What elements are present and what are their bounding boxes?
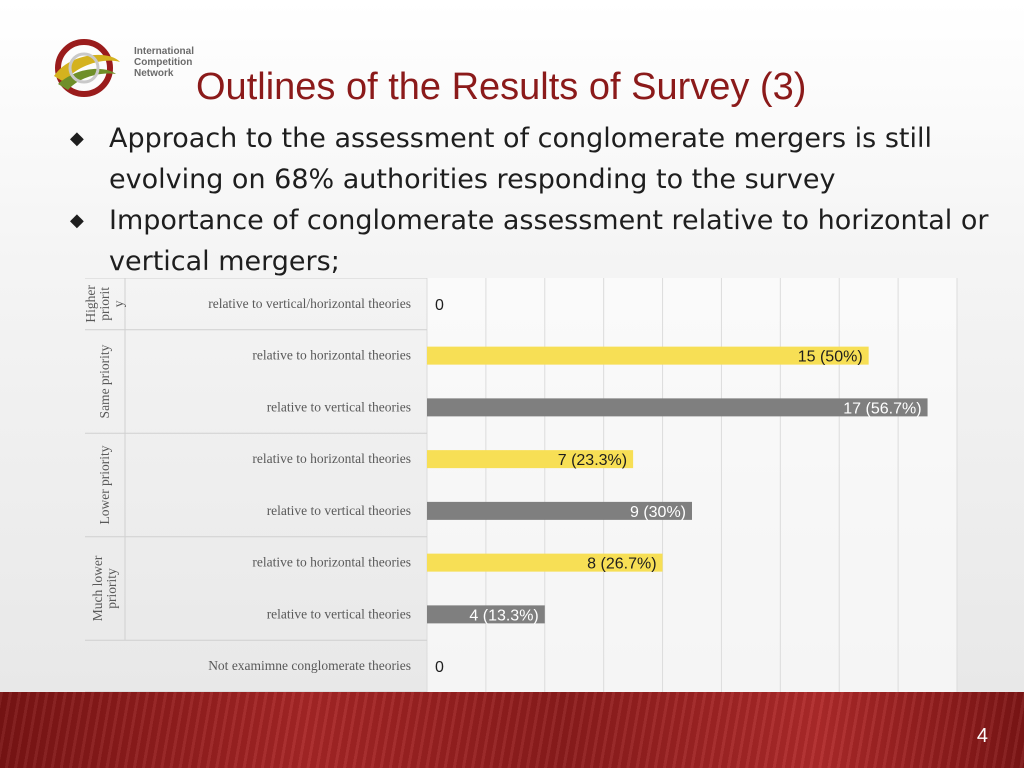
bar	[427, 398, 928, 417]
slide-title: Outlines of the Results of Survey (3)	[196, 66, 807, 108]
bar	[427, 605, 545, 624]
logo-wordmark: International Competition Network	[134, 46, 194, 79]
diamond-bullet-icon: ◆	[70, 128, 84, 149]
bullet-list: ◆ Approach to the assessment of conglome…	[70, 118, 1020, 282]
group-label: priority	[104, 568, 119, 609]
plot-area	[427, 278, 957, 692]
page-number: 4	[976, 725, 988, 747]
category-label: relative to vertical/horizontal theories	[208, 296, 411, 311]
bullet-text: Approach to the assessment of conglomera…	[109, 123, 932, 195]
data-label: 7 (23.3%)	[558, 452, 627, 469]
logo-line: Competition	[134, 57, 193, 68]
category-label: Not examimne conglomerate theories	[208, 658, 411, 673]
data-label: 9 (30%)	[630, 504, 686, 521]
survey-bar-chart: Higher priorit y Same priority Lower priorit…	[83, 277, 960, 693]
category-label: relative to vertical theories	[267, 606, 411, 621]
bar	[427, 553, 663, 572]
data-label: 0	[435, 659, 444, 676]
data-label: 17 (56.7%)	[843, 400, 921, 417]
category-label: relative to horizontal theories	[252, 555, 411, 570]
category-label: relative to horizontal theories	[252, 348, 411, 363]
category-label: relative to vertical theories	[267, 399, 411, 414]
logo-line: Network	[134, 68, 174, 79]
group-label: Much lower	[90, 555, 105, 621]
group-label: Same priority	[97, 344, 112, 418]
category-label: relative to vertical theories	[267, 503, 411, 518]
bar	[427, 450, 634, 469]
footer-band: 4	[0, 692, 1024, 768]
group-label: priorit	[97, 287, 112, 321]
data-label: 8 (26.7%)	[587, 556, 656, 573]
logo-line: International	[134, 46, 195, 57]
bullet-text: Importance of conglomerate assessment re…	[109, 205, 989, 277]
icn-logo: International Competition Network	[50, 32, 210, 104]
group-label: Higher	[85, 285, 98, 323]
bullet-item: ◆ Approach to the assessment of conglome…	[70, 118, 1020, 200]
data-label: 15 (50%)	[798, 349, 863, 366]
data-label: 0	[435, 297, 444, 314]
group-label: Lower priority	[97, 445, 112, 524]
globe-swoosh-icon	[54, 39, 120, 97]
diamond-bullet-icon: ◆	[70, 210, 84, 231]
bar	[427, 346, 869, 365]
group-label: y	[111, 300, 126, 307]
bullet-item: ◆ Importance of conglomerate assessment …	[70, 200, 1020, 282]
data-label: 4 (13.3%)	[469, 607, 538, 624]
category-label: relative to horizontal theories	[252, 451, 411, 466]
bar	[427, 501, 692, 520]
